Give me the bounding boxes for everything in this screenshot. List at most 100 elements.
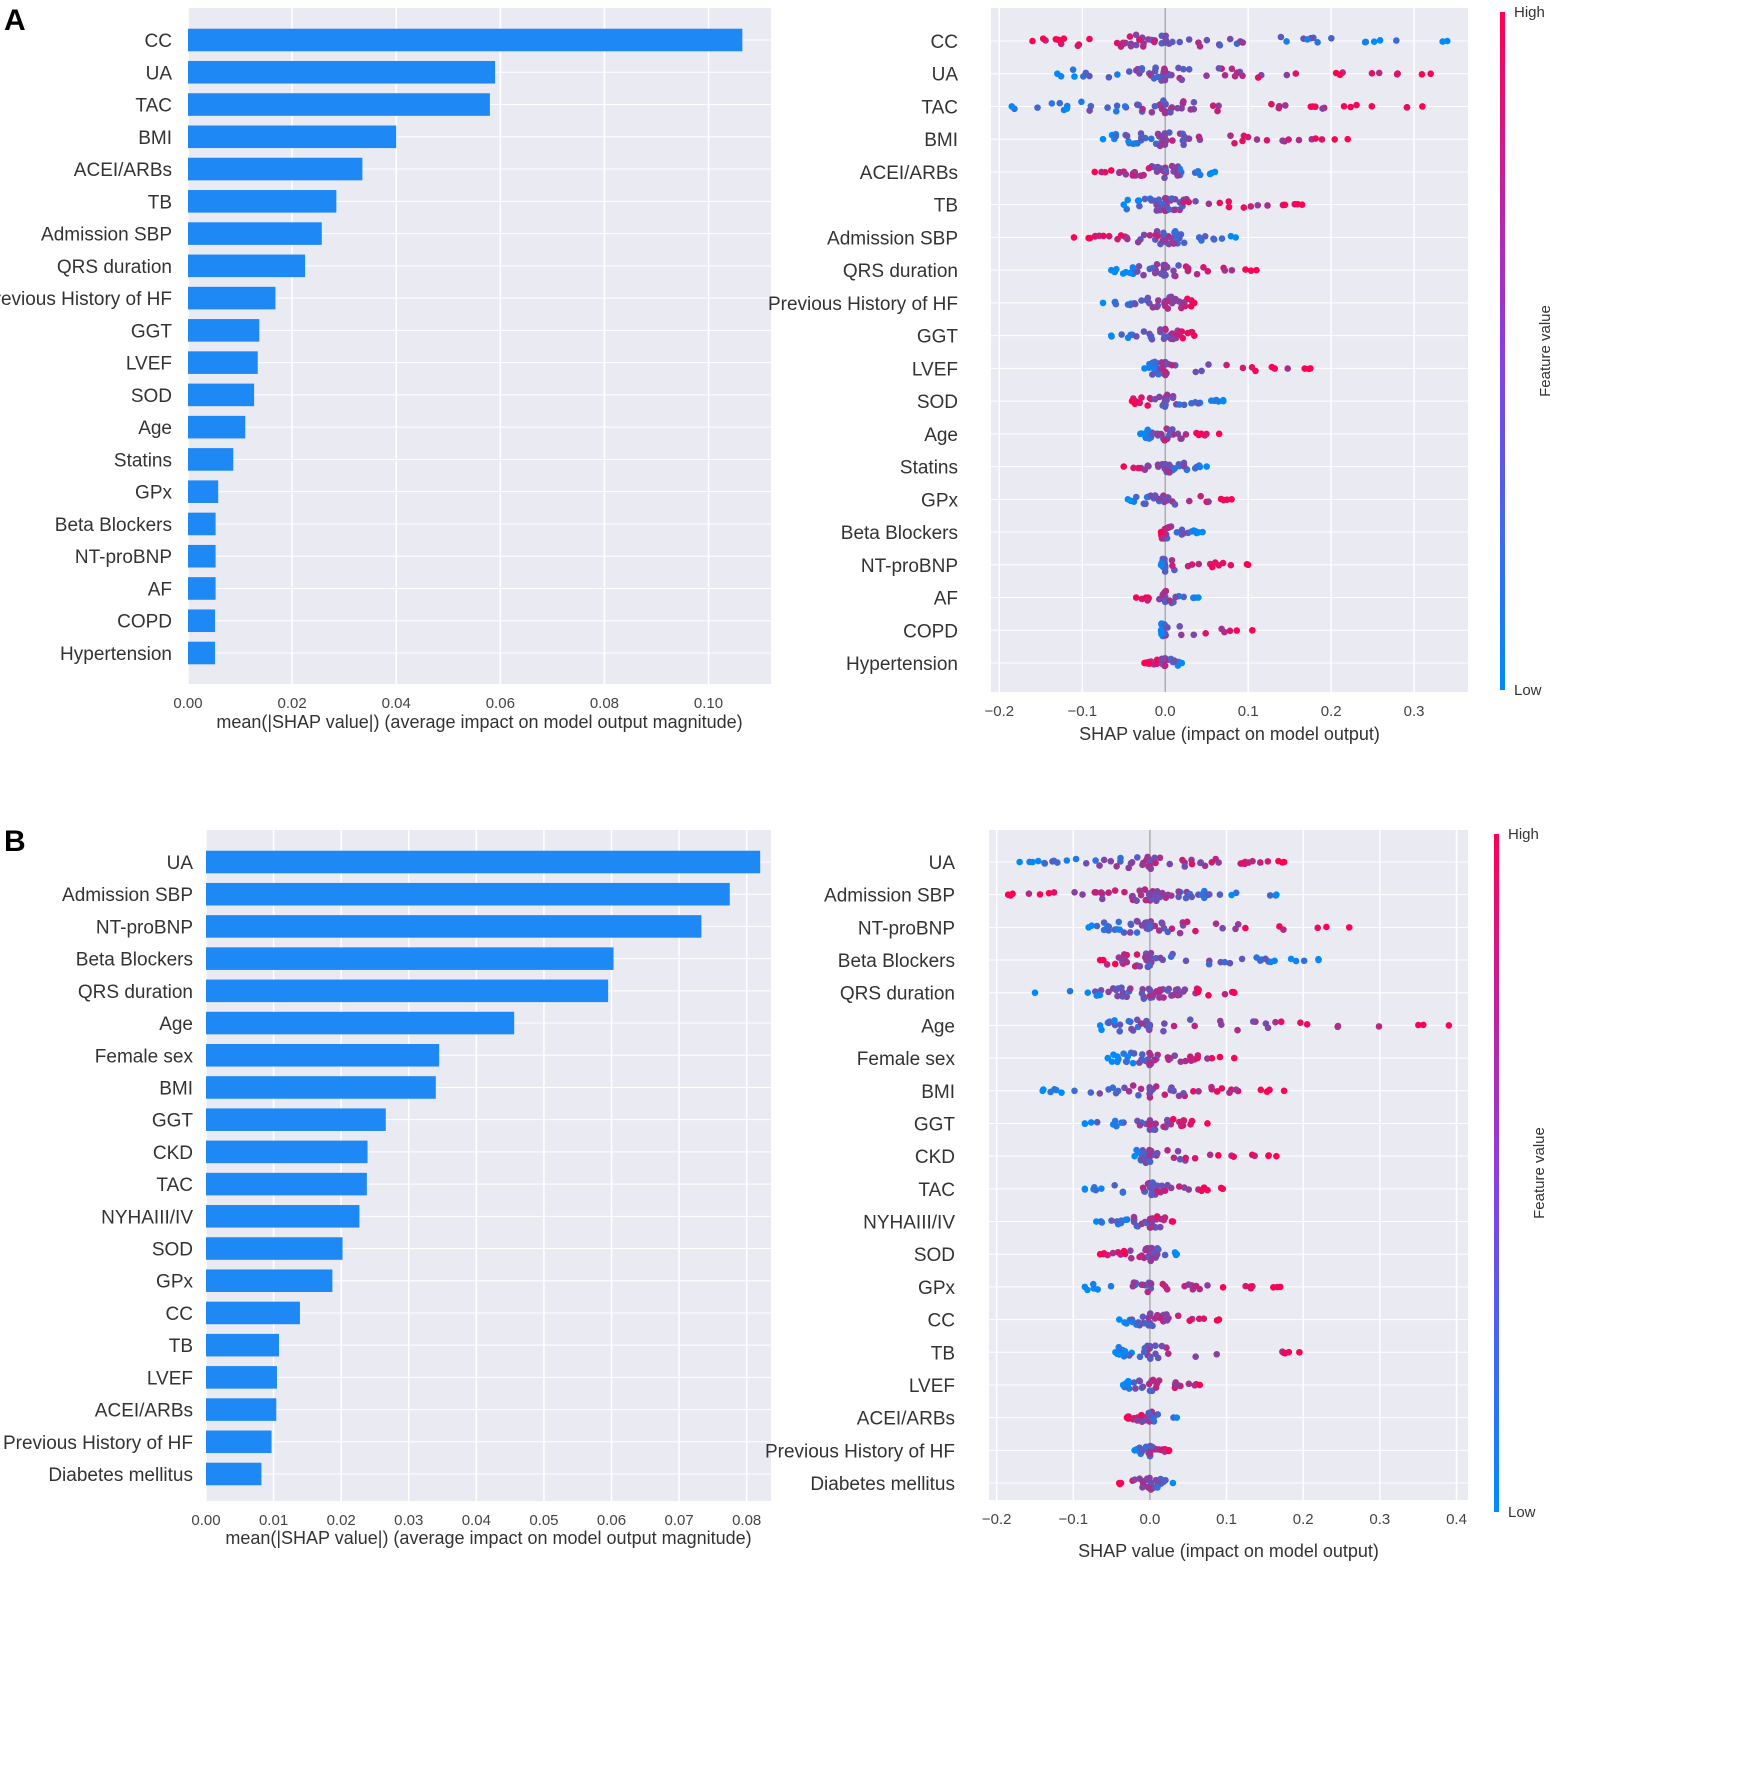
shap-point: [1257, 1086, 1265, 1094]
shap-point: [1151, 67, 1159, 75]
shap-point: [1304, 36, 1311, 43]
shap-point: [1242, 924, 1249, 932]
shap-point: [1139, 1484, 1146, 1491]
shap-point: [1107, 1282, 1115, 1290]
shap-point: [1113, 1122, 1120, 1130]
category-label: Previous History of HF: [768, 294, 958, 315]
shap-point: [1105, 923, 1113, 930]
shap-point: [1147, 865, 1155, 873]
shap-point: [1113, 1218, 1121, 1225]
shap-point: [1161, 1020, 1168, 1027]
shap-point: [1249, 626, 1256, 634]
shap-point: [1205, 960, 1213, 968]
shap-point: [1114, 1058, 1121, 1066]
shap-point: [1100, 856, 1108, 864]
shap-point: [1206, 170, 1214, 178]
colorbar-b: High Low Feature value: [1494, 826, 1548, 1521]
shap-point: [1403, 103, 1411, 111]
plot-background: [188, 8, 771, 684]
shap-point: [1111, 1117, 1119, 1125]
shap-point: [1112, 1348, 1119, 1356]
shap-point: [1119, 1381, 1127, 1389]
shap-point: [1173, 1250, 1181, 1258]
shap-point: [1104, 104, 1111, 111]
shap-point: [1319, 105, 1326, 112]
shap-point: [1130, 1050, 1138, 1057]
shap-point: [1138, 394, 1145, 401]
shap-point: [1133, 951, 1141, 958]
shap-point: [1162, 326, 1169, 334]
shap-point: [1130, 464, 1137, 472]
shap-point: [1091, 233, 1099, 240]
shap-point: [1194, 1054, 1201, 1062]
shap-point: [1276, 1283, 1284, 1291]
plot-background: [206, 830, 771, 1501]
shap-point: [1244, 561, 1252, 569]
category-label: Age: [159, 1014, 193, 1035]
shap-point: [1200, 1184, 1208, 1191]
shap-point: [1093, 1118, 1101, 1126]
shap-point: [1139, 1478, 1146, 1485]
shap-point: [1134, 1319, 1142, 1326]
shap-point: [1122, 1216, 1129, 1224]
shap-point: [1116, 1021, 1124, 1028]
category-label: Diabetes mellitus: [48, 1465, 193, 1486]
shap-point: [1328, 34, 1335, 42]
shap-point: [1148, 197, 1155, 204]
shap-point: [1203, 36, 1211, 44]
shap-point: [1180, 462, 1188, 470]
shap-point: [1232, 234, 1240, 241]
shap-point: [1347, 103, 1354, 111]
shap-point: [1133, 41, 1140, 49]
shap-point: [1154, 1187, 1161, 1195]
shap-point: [1180, 65, 1187, 73]
shap-point: [1081, 1120, 1089, 1127]
shap-point: [1174, 430, 1182, 438]
shap-point: [1153, 1252, 1160, 1259]
shap-point: [1117, 232, 1125, 239]
shap-point: [1170, 240, 1177, 247]
shap-point: [1138, 172, 1145, 180]
shap-point: [1158, 919, 1166, 926]
bar: [188, 641, 216, 665]
x-tick-label: −0.2: [984, 703, 1014, 720]
shap-point: [1169, 658, 1177, 666]
shap-point: [1206, 1151, 1214, 1159]
shap-point: [1169, 1479, 1177, 1487]
category-label: QRS duration: [840, 984, 955, 1005]
shap-point: [1192, 368, 1200, 376]
shap-point: [1156, 1223, 1164, 1231]
shap-point: [1099, 135, 1107, 143]
shap-point: [1153, 897, 1160, 905]
category-label: BMI: [159, 1078, 193, 1099]
shap-point: [1210, 235, 1217, 243]
shap-point: [1228, 496, 1235, 503]
shap-point: [1139, 861, 1146, 869]
bar: [188, 609, 216, 633]
shap-point: [1217, 495, 1225, 503]
shap-point: [1082, 859, 1090, 867]
shap-point: [1188, 561, 1196, 568]
shap-point: [1176, 929, 1184, 937]
bar: [206, 1333, 279, 1357]
shap-point: [1133, 897, 1140, 905]
shap-point: [1114, 71, 1121, 78]
shap-point: [1285, 1348, 1293, 1356]
shap-point: [1135, 1377, 1143, 1384]
colorbar-high-label: High: [1514, 4, 1545, 21]
shap-point: [1186, 1016, 1194, 1023]
shap-point: [1126, 33, 1134, 40]
shap-point: [1157, 326, 1164, 333]
shap-point: [1183, 918, 1191, 926]
shap-point: [1140, 271, 1147, 279]
shap-point: [1144, 1288, 1152, 1296]
shap-point: [1146, 986, 1154, 994]
category-label: CC: [931, 32, 958, 53]
shap-point: [1127, 920, 1134, 928]
x-tick-label: 0.04: [462, 1512, 491, 1529]
shap-point: [1265, 1152, 1272, 1160]
shap-point: [1112, 1089, 1120, 1097]
shap-point: [1174, 172, 1181, 179]
category-label: CC: [145, 31, 172, 52]
x-tick-label: 0.02: [327, 1512, 356, 1529]
